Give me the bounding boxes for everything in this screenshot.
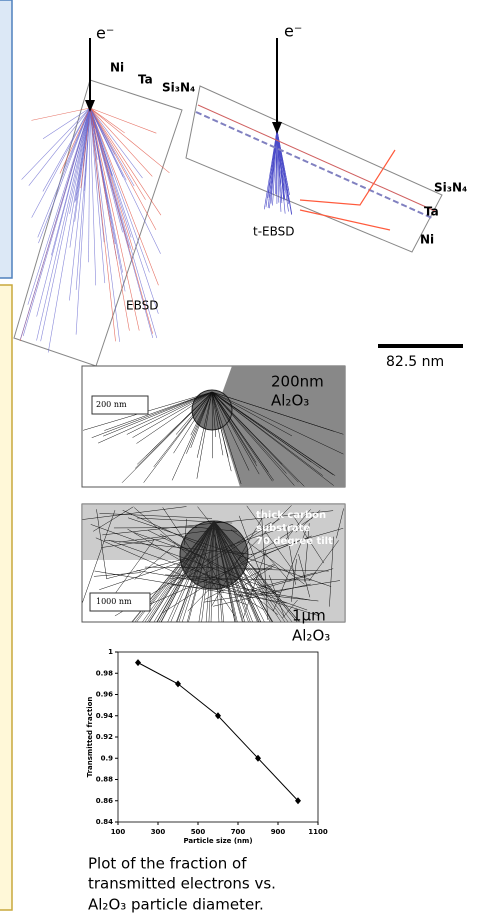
x-tick-label: 100 — [111, 828, 126, 836]
caption-line: Plot of the fraction of — [88, 855, 247, 873]
sim-label: 1µm — [292, 607, 326, 625]
y-tick-label: 0.84 — [96, 818, 113, 826]
sim-label: 200nm — [271, 373, 324, 391]
y-tick-label: 0.86 — [96, 797, 113, 805]
note: substrate — [256, 523, 310, 534]
marker — [175, 680, 181, 687]
layer-label: Ni — [110, 61, 124, 75]
y-tick-label: 1 — [108, 648, 113, 656]
layer-label: Si₃N₄ — [434, 181, 467, 195]
beam-label: e⁻ — [96, 24, 114, 43]
scale-label: 200 nm — [96, 400, 127, 409]
blue-box — [0, 0, 12, 278]
layer-label: Ta — [138, 73, 153, 87]
x-tick-label: 1100 — [308, 828, 328, 836]
x-axis-label: Particle size (nm) — [183, 837, 252, 845]
series-line — [138, 663, 298, 801]
y-tick-label: 0.9 — [101, 754, 114, 762]
x-tick-label: 500 — [191, 828, 206, 836]
note: thick carbon — [256, 510, 326, 521]
y-tick-label: 0.92 — [96, 733, 113, 741]
y-tick-label: 0.94 — [96, 712, 113, 720]
scale-label: 82.5 nm — [386, 354, 444, 370]
right-slab — [186, 86, 442, 252]
figure-panel: e⁻ e⁻ Ni Ta Si₃N₄ Si₃N₄ Ta Ni t-EBSD EBS… — [0, 0, 487, 921]
beam-label: e⁻ — [284, 22, 302, 41]
yellow-box — [0, 285, 12, 910]
layer-label: Ta — [424, 205, 439, 219]
note: 70 degree tilt — [256, 536, 333, 547]
layer-label: Ni — [420, 233, 434, 247]
marker — [135, 659, 141, 666]
x-tick-label: 900 — [271, 828, 286, 836]
x-tick-label: 700 — [231, 828, 246, 836]
y-tick-label: 0.98 — [96, 669, 113, 677]
method-label: t-EBSD — [253, 225, 295, 239]
method-label: EBSD — [126, 299, 158, 313]
chart: 0.840.860.880.90.920.940.960.98110030050… — [86, 648, 328, 845]
x-tick-label: 300 — [151, 828, 166, 836]
layer-label: Si₃N₄ — [162, 81, 195, 95]
sim-label: Al₂O₃ — [271, 392, 309, 410]
caption-line: Al₂O₃ particle diameter. — [88, 896, 264, 914]
scale-label: 1000 nm — [96, 597, 132, 606]
caption-line: transmitted electrons vs. — [88, 875, 276, 893]
sim-label: Al₂O₃ — [292, 627, 330, 645]
y-tick-label: 0.96 — [96, 691, 113, 699]
y-axis-label: Transmitted fraction — [86, 697, 94, 778]
page: e⁻ e⁻ Ni Ta Si₃N₄ Si₃N₄ Ta Ni t-EBSD EBS… — [0, 0, 487, 921]
y-tick-label: 0.88 — [96, 776, 113, 784]
plot-frame — [118, 652, 318, 822]
